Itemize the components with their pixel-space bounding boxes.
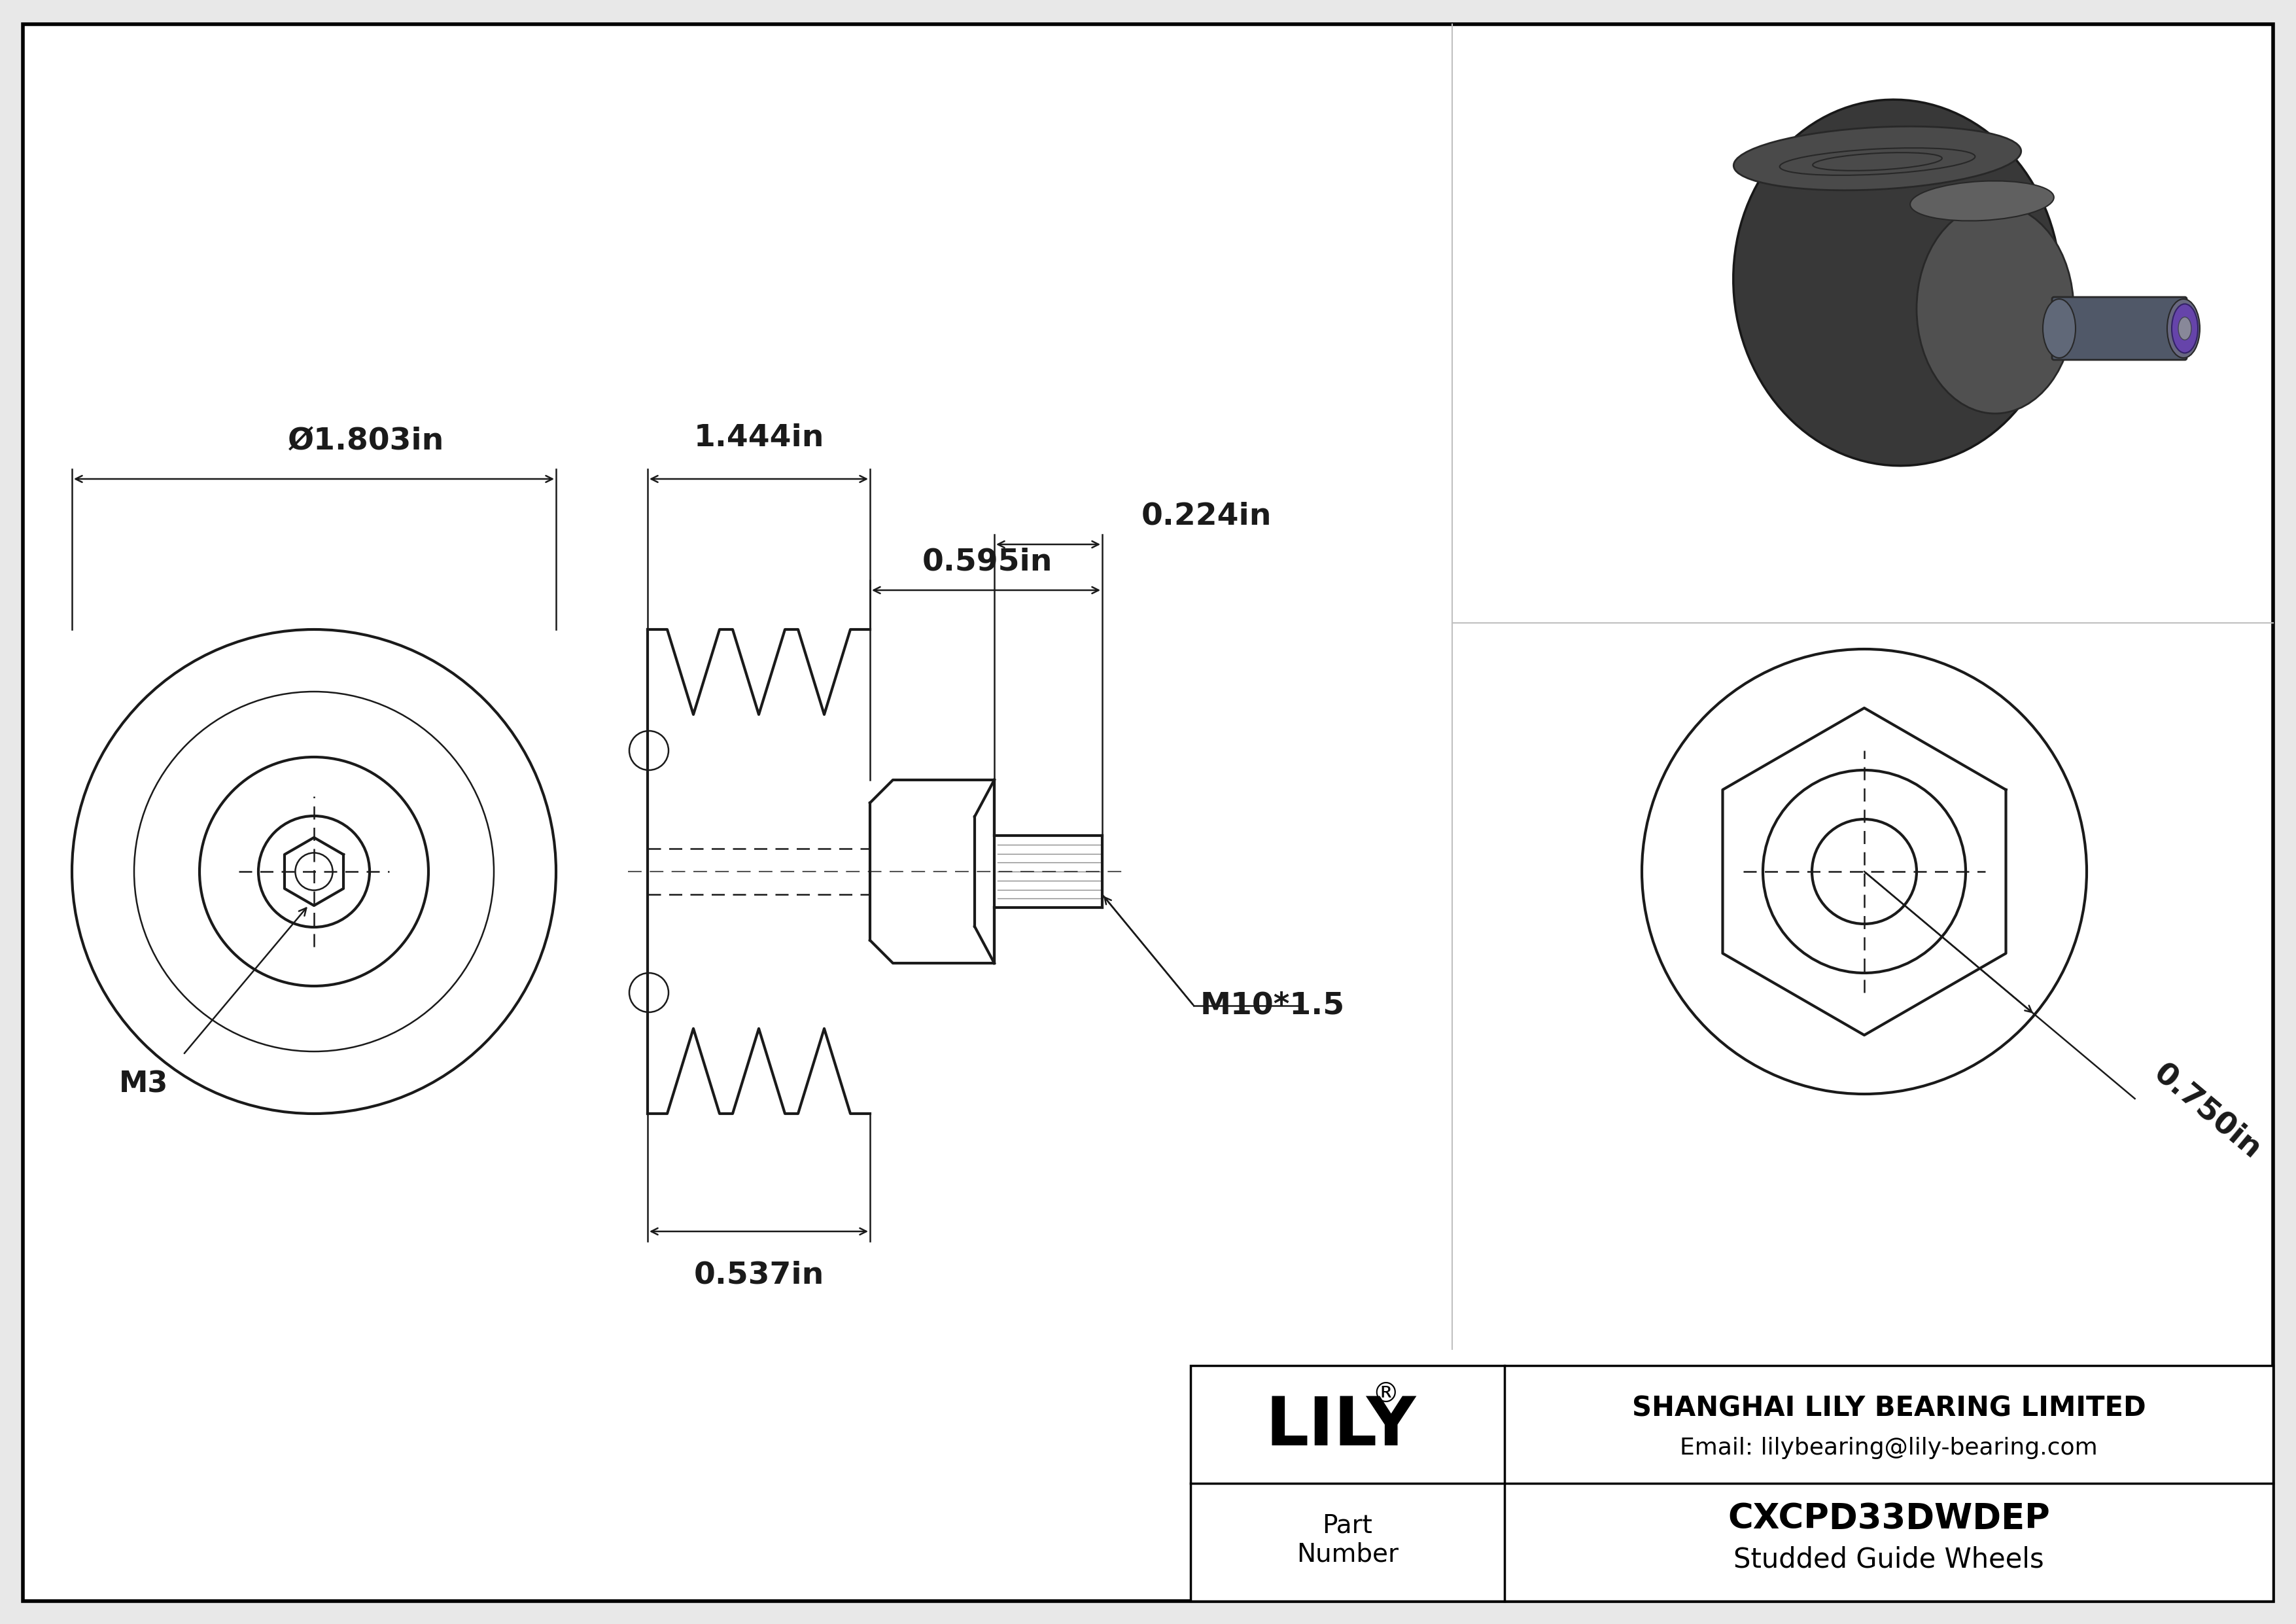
Ellipse shape [1733, 127, 2020, 190]
Text: SHANGHAI LILY BEARING LIMITED: SHANGHAI LILY BEARING LIMITED [1632, 1395, 2147, 1423]
Text: M10*1.5: M10*1.5 [1201, 991, 1345, 1020]
Ellipse shape [1917, 205, 2073, 414]
Text: Studded Guide Wheels: Studded Guide Wheels [1733, 1546, 2043, 1574]
Text: Part
Number: Part Number [1297, 1514, 1398, 1567]
Text: Email: lilybearing@lily-bearing.com: Email: lilybearing@lily-bearing.com [1681, 1437, 2099, 1458]
Text: M3: M3 [119, 1070, 168, 1098]
Ellipse shape [2167, 299, 2200, 357]
Bar [1192, 1366, 2273, 1601]
Text: ®: ® [1371, 1380, 1398, 1408]
Text: 1.444in: 1.444in [693, 424, 824, 453]
Text: LILY: LILY [1265, 1393, 1417, 1460]
Text: CXCPD33DWDEP: CXCPD33DWDEP [1727, 1502, 2050, 1536]
Text: Ø1.803in: Ø1.803in [287, 427, 445, 456]
Ellipse shape [2179, 317, 2190, 339]
Ellipse shape [1733, 99, 2062, 466]
Ellipse shape [2043, 299, 2076, 357]
Ellipse shape [2172, 304, 2197, 352]
Text: 0.595in: 0.595in [923, 547, 1054, 577]
Text: 0.750in: 0.750in [2149, 1059, 2266, 1164]
Text: 0.224in: 0.224in [1141, 502, 1272, 531]
FancyBboxPatch shape [2053, 297, 2186, 361]
Text: 0.537in: 0.537in [693, 1260, 824, 1291]
Ellipse shape [1910, 180, 2055, 221]
